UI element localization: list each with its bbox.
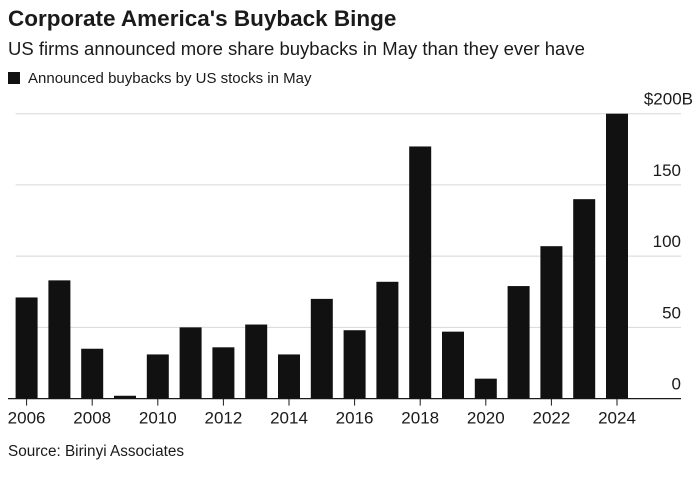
svg-text:2010: 2010 — [139, 409, 177, 428]
svg-text:100: 100 — [653, 232, 681, 251]
svg-text:2014: 2014 — [270, 409, 308, 428]
svg-text:2022: 2022 — [532, 409, 570, 428]
svg-text:$200B: $200B — [644, 90, 693, 109]
svg-text:50: 50 — [662, 303, 681, 322]
svg-text:0: 0 — [672, 375, 681, 394]
svg-text:2018: 2018 — [401, 409, 439, 428]
svg-text:2008: 2008 — [73, 409, 111, 428]
svg-text:2016: 2016 — [336, 409, 374, 428]
svg-text:2006: 2006 — [8, 409, 46, 428]
svg-text:2024: 2024 — [598, 409, 636, 428]
svg-text:2020: 2020 — [467, 409, 505, 428]
svg-text:150: 150 — [653, 161, 681, 180]
svg-text:2012: 2012 — [204, 409, 242, 428]
